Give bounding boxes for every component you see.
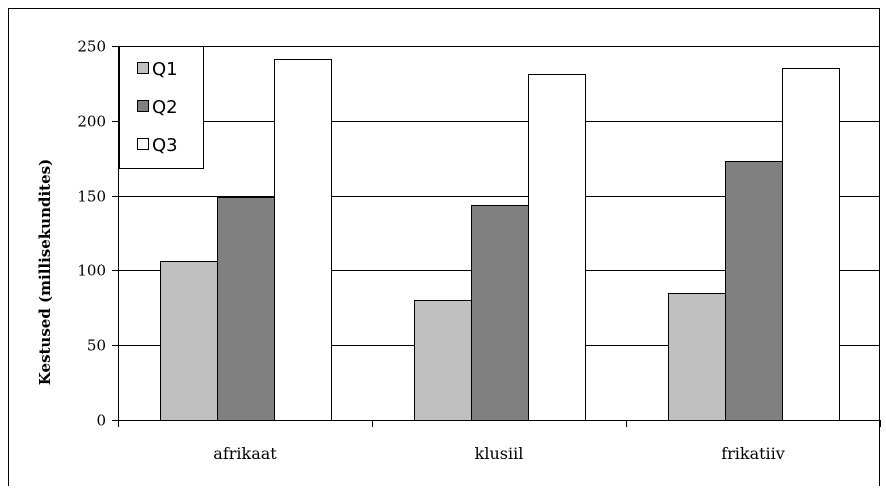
bar-q2-frikatiiv	[725, 161, 783, 421]
bar-q3-klusiil	[528, 74, 586, 421]
bar-q1-frikatiiv	[668, 293, 726, 421]
y-tick-label: 50	[87, 337, 106, 355]
legend-box	[119, 46, 204, 169]
bar-q2-afrikaat	[217, 197, 275, 421]
bar-q3-afrikaat	[274, 59, 332, 421]
legend-swatch-q1	[137, 62, 149, 74]
y-axis-title: Kestused (millisekundites)	[36, 159, 54, 385]
y-tick-label: 150	[77, 188, 106, 206]
x-category-label: klusiil	[475, 444, 524, 463]
legend-label-q1: Q1	[152, 59, 178, 80]
bars	[160, 59, 840, 421]
bar-q1-klusiil	[414, 300, 472, 421]
legend-label-q3: Q3	[152, 135, 178, 156]
axes	[112, 46, 881, 427]
legend-swatch-q3	[137, 138, 149, 150]
legend-swatch-q2	[137, 100, 149, 112]
y-tick-label: 200	[77, 113, 106, 131]
x-category-label: frikatiiv	[721, 444, 785, 463]
y-tick-label: 0	[96, 412, 106, 430]
legend-label-q2: Q2	[152, 97, 178, 118]
bar-q1-afrikaat	[160, 261, 218, 421]
bar-q3-frikatiiv	[782, 68, 840, 421]
y-tick-label: 100	[77, 262, 106, 280]
y-tick-labels: 0 50 100 150 200 250	[77, 38, 106, 430]
legend: Q1 Q2 Q3	[119, 46, 204, 169]
x-tick-labels: afrikaat klusiil frikatiiv	[213, 444, 785, 463]
y-tick-label: 250	[77, 38, 106, 56]
bar-q2-klusiil	[471, 205, 529, 421]
x-category-label: afrikaat	[213, 444, 277, 463]
